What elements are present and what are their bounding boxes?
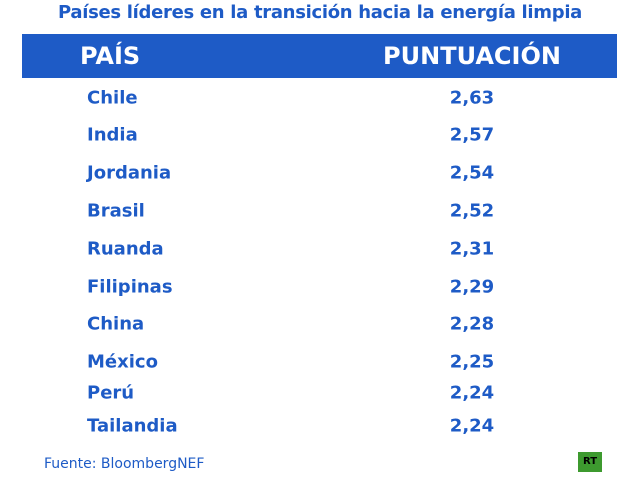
header-cell: PUNTUACIÓN: [383, 42, 561, 70]
score: 2,57: [449, 124, 495, 146]
country: Filipinas: [87, 276, 173, 298]
score: 2,31: [449, 238, 495, 260]
country: Brasil: [87, 200, 145, 222]
country: Jordania: [87, 162, 172, 184]
country: México: [87, 351, 158, 373]
country: India: [87, 124, 138, 146]
country: Ruanda: [87, 238, 164, 260]
score: 2,28: [449, 313, 495, 335]
score: 2,25: [449, 351, 495, 373]
title: Países líderes en la transición hacia la…: [57, 2, 583, 23]
score: 2,29: [449, 276, 495, 298]
header-cell: PAÍS: [80, 42, 141, 70]
logo: RT: [578, 452, 602, 472]
score: 2,63: [449, 87, 495, 109]
country: Chile: [87, 87, 138, 109]
score: 2,24: [449, 382, 495, 404]
table-header: PAÍS PUNTUACIÓN: [22, 34, 617, 78]
score: 2,54: [449, 162, 495, 184]
score: 2,24: [449, 415, 495, 437]
score: 2,52: [449, 200, 495, 222]
country: China: [87, 313, 145, 335]
country: Perú: [87, 382, 135, 404]
source: Fuente: BloombergNEF: [44, 456, 205, 472]
country: Tailandia: [87, 415, 178, 437]
